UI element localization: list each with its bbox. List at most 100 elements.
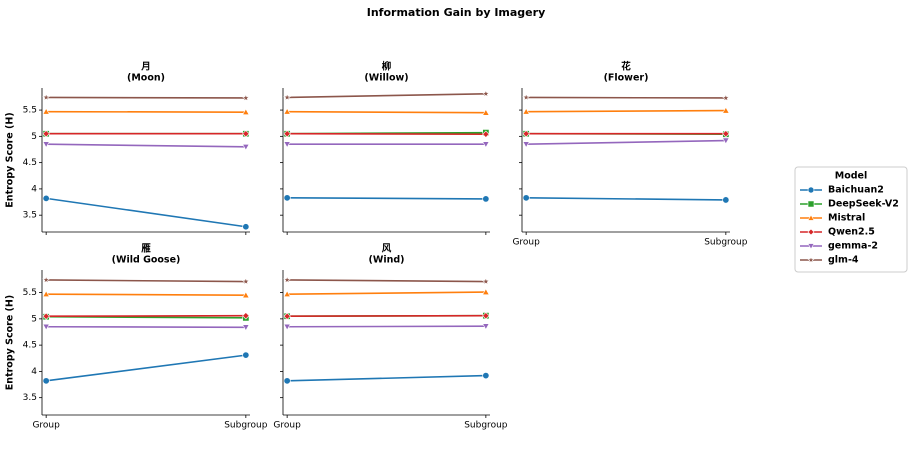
y-tick-label: 3.5 [23,393,37,403]
marker [242,312,250,320]
marker [242,291,250,299]
marker [42,312,50,320]
legend-label: glm-4 [828,255,859,266]
marker [522,141,530,149]
marker [807,255,815,264]
x-tick-label: Group [512,238,540,248]
line [46,110,246,113]
marker [42,107,50,115]
marker [242,130,250,138]
marker [807,214,815,221]
marker [42,130,50,138]
legend-label: Baichuan2 [828,185,884,196]
subplot-title: 月 [140,62,151,73]
y-tick-label: 5 [31,314,37,324]
line [46,325,246,329]
line [287,197,486,200]
subplot-subtitle: (Willow) [364,73,408,84]
legend-title: Model [835,171,867,182]
marker [42,377,50,385]
line [526,109,726,113]
marker [283,323,291,331]
line [287,374,486,382]
y-tick-label: 5.5 [23,288,37,298]
legend-label: Qwen2.5 [828,227,875,238]
marker [241,277,251,286]
line [46,143,246,148]
line [46,279,246,283]
line [526,96,726,99]
marker [522,107,530,115]
marker [522,194,530,202]
marker [42,290,50,298]
subplot-subtitle: (Flower) [604,73,649,84]
y-tick-label: 5.5 [23,106,37,116]
line [287,110,486,114]
marker [522,130,530,138]
marker [482,108,490,116]
y-tick-label: 5 [31,132,37,142]
marker [722,196,730,204]
y-tick-label: 4.5 [23,341,37,351]
marker [722,130,730,138]
marker [482,141,490,149]
marker [807,200,815,208]
marker [282,275,292,284]
subplot-subtitle: (Wild Goose) [112,255,181,266]
y-tick-label: 4.5 [23,158,37,168]
subplot-title: 花 [621,61,631,73]
marker [722,106,730,114]
x-tick-label: Subgroup [224,421,268,431]
marker [722,137,730,145]
marker [242,223,250,231]
y-tick-label: 4 [31,184,37,194]
marker [41,275,51,284]
legend-label: DeepSeek-V2 [828,199,899,210]
line [46,293,246,297]
marker [482,372,490,380]
y-tick-label: 4 [31,367,37,377]
marker [242,144,250,151]
marker [283,141,291,149]
line [287,92,486,99]
marker [807,186,815,194]
figure-title: Information Gain by Imagery [367,6,546,19]
line [287,132,486,136]
marker [242,351,250,359]
marker [482,323,490,331]
line [287,279,486,283]
x-tick-label: Subgroup [704,238,748,248]
subplot-title: 风 [382,244,392,255]
marker [807,243,815,250]
marker [482,195,490,203]
marker [283,377,291,385]
marker [283,107,291,115]
x-tick-label: Group [32,421,60,431]
x-tick-label: Subgroup [464,421,508,431]
marker [721,93,731,102]
line [46,314,246,318]
subplot-title: 柳 [382,61,392,73]
marker [241,93,251,102]
marker [283,130,291,138]
x-tick-label: Group [273,421,301,431]
line [46,354,246,382]
y-tick-label: 3.5 [23,211,37,221]
line [287,314,486,318]
marker [482,288,490,295]
marker [41,93,51,102]
line [526,139,726,146]
line [526,197,726,201]
marker [282,93,292,102]
legend-label: gemma-2 [828,241,878,252]
line [46,197,246,228]
marker [481,89,491,98]
marker [42,323,50,331]
y-axis-label: Entropy Score (H) [5,112,16,207]
marker [283,290,291,298]
subplot-subtitle: (Moon) [127,73,165,84]
y-axis-label: Entropy Score (H) [5,295,16,390]
line [287,291,486,295]
marker [283,312,291,320]
